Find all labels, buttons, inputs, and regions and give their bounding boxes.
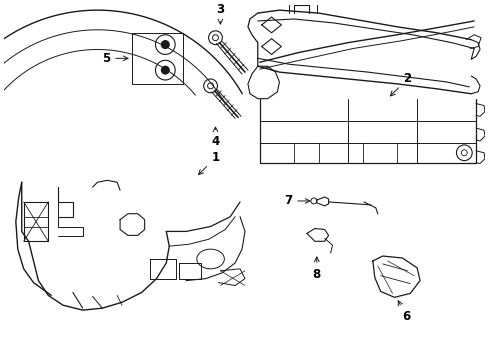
Text: 6: 6 — [397, 301, 409, 323]
Text: 1: 1 — [198, 151, 219, 175]
Text: 3: 3 — [216, 3, 224, 24]
Text: 5: 5 — [102, 52, 128, 65]
Text: 2: 2 — [389, 72, 410, 96]
Circle shape — [161, 66, 169, 74]
Text: 4: 4 — [211, 127, 219, 148]
Text: 8: 8 — [312, 257, 320, 281]
Circle shape — [161, 41, 169, 49]
Text: 7: 7 — [284, 194, 309, 207]
